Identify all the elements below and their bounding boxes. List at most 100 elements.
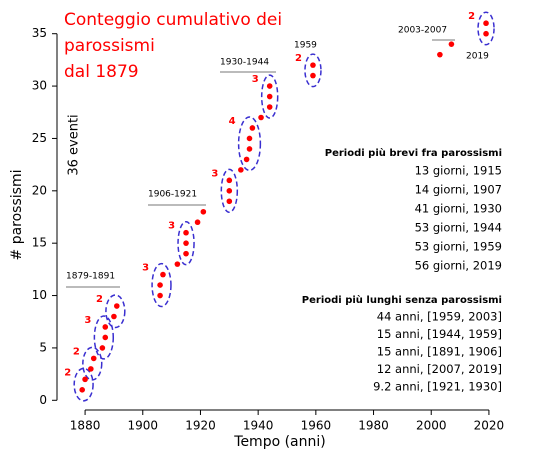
group-ellipse [260,74,279,119]
group-ellipse [105,294,126,329]
point [238,167,244,173]
side-label: 36 eventi [67,114,82,175]
group-ellipse [82,346,103,381]
point [246,146,253,152]
group-ellipse [304,53,322,88]
x-tick-label: 1920 [185,419,216,433]
group-count: 2 [96,294,103,305]
group-count: 3 [211,168,218,179]
group-ellipse [477,11,495,46]
group-ellipse [220,168,239,214]
point [183,240,189,246]
group-count: 3 [252,74,259,85]
point [437,51,443,58]
group-ellipse [73,367,94,402]
shortest-item: 14 giorni, 1907 [415,183,502,197]
point [194,219,201,226]
x-axis-label: Tempo (anni) [233,434,325,450]
y-tick-label: 30 [32,79,47,93]
group-count: 2 [468,11,475,22]
point [90,355,97,362]
y-tick-label: 5 [39,340,47,354]
y-tick-label: 15 [32,236,47,250]
point [157,292,163,299]
point [266,83,273,89]
point [183,250,189,257]
point [102,324,109,330]
y-tick-label: 20 [32,183,47,197]
shortest-item: 53 giorni, 1959 [415,240,502,254]
point [266,104,273,110]
period-label: 1930-1944 [220,58,269,68]
point [183,229,189,236]
point [200,208,207,215]
group-count: 3 [84,315,91,326]
shortest-item: 41 giorni, 1930 [415,202,502,216]
point [483,20,489,27]
point [249,125,256,131]
point [82,376,88,383]
y-tick-label: 25 [32,131,47,145]
point [99,345,106,351]
y-axis-label: # parossismi [9,170,25,261]
y-tick-label: 0 [39,393,47,407]
group-ellipse [151,262,172,308]
x-tick-label: 1900 [127,419,158,433]
title-line: dal 1879 [64,62,139,82]
point [226,188,233,194]
shortest-title: Periodi più brevi fra parossismi [325,147,502,159]
point [111,313,117,320]
group-count: 3 [142,263,149,274]
x-tick-label: 1960 [301,419,332,433]
group-count: 2 [64,367,71,378]
point [310,62,316,68]
shortest-item: 56 giorni, 2019 [415,259,502,273]
shortest-item: 13 giorni, 1915 [415,164,502,178]
point [310,72,316,79]
group-ellipse [177,220,195,266]
point [102,334,109,341]
period-label: 2003-2007 [398,26,447,36]
x-tick-label: 2000 [416,419,447,433]
longest-item: 12 anni, [2007, 2019] [377,362,502,376]
longest-item: 9.2 anni, [1921, 1930] [373,380,502,394]
point [114,303,120,309]
point [258,114,264,121]
group-count: 2 [295,53,302,64]
group-count: 3 [168,221,175,232]
point [88,366,94,372]
point [448,41,455,47]
point [243,156,250,163]
x-tick-label: 1940 [243,419,274,433]
point [79,387,85,393]
longest-title: Periodi più lunghi senza parossismi [302,294,502,306]
y-tick-label: 35 [32,26,47,40]
period-label: 2019 [466,52,489,62]
x-tick-label: 1880 [70,419,101,433]
point [226,177,233,184]
x-tick-label: 2020 [474,419,505,433]
longest-item: 15 anni, [1891, 1906] [377,345,502,359]
period-label: 1906-1921 [148,190,197,200]
period-label: 1959 [294,41,317,51]
group-ellipse [93,315,115,360]
point [160,271,166,278]
title-line: parossismi [64,36,155,56]
group-ellipse [237,116,262,172]
point [266,93,273,100]
point [226,198,233,205]
x-tick-label: 1980 [358,419,389,433]
group-count: 4 [229,116,236,127]
period-label: 1879-1891 [66,272,115,282]
point [483,30,489,37]
point [157,282,163,288]
longest-item: 15 anni, [1944, 1959] [377,327,502,341]
title-line: Conteggio cumulativo dei [64,10,282,30]
longest-item: 44 anni, [1959, 2003] [377,310,502,324]
point [174,261,181,267]
point [246,135,253,142]
group-count: 2 [73,346,80,357]
shortest-item: 53 giorni, 1944 [415,221,502,235]
y-tick-label: 10 [32,288,47,302]
